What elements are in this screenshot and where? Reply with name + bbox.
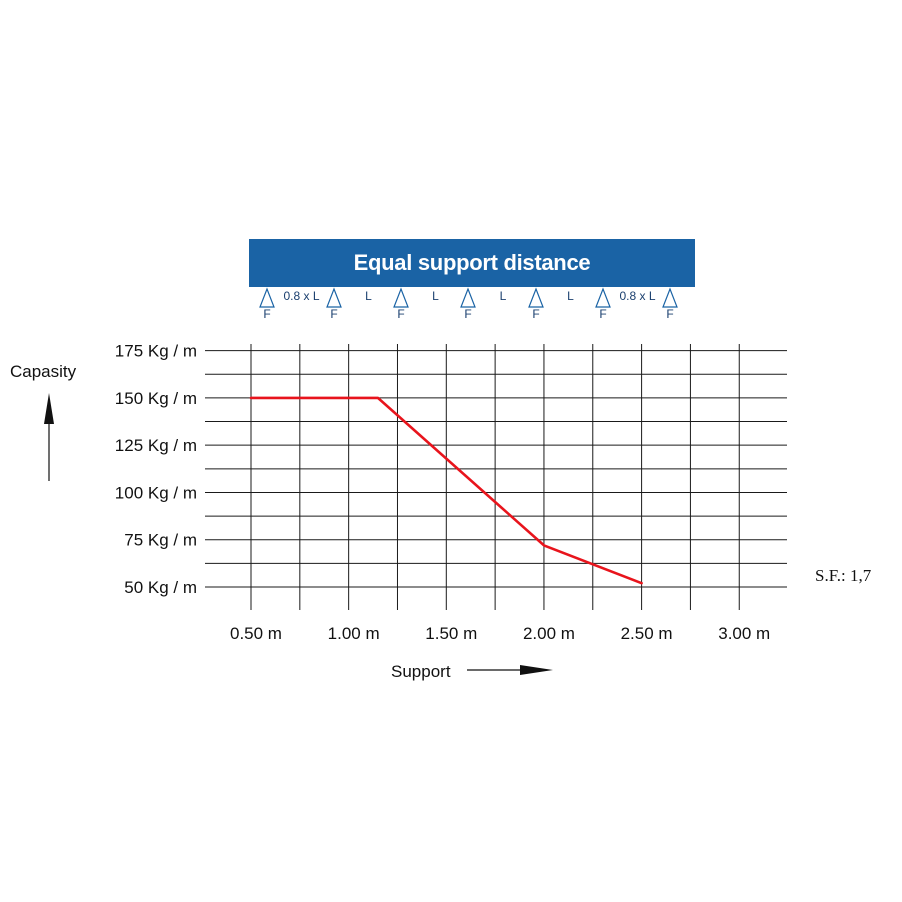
support-triangle-icon	[595, 287, 611, 308]
banner-title: Equal support distance	[249, 239, 695, 287]
support-triangle-icon	[393, 287, 409, 308]
support-span-label: 0.8 x L	[619, 289, 655, 303]
x-tick-label: 1.00 m	[328, 624, 380, 643]
support-span-label: 0.8 x L	[283, 289, 319, 303]
y-axis-arrow-icon	[44, 393, 54, 481]
support-span-label: L	[567, 289, 574, 303]
y-axis-title: Capasity	[10, 362, 77, 381]
support-diagram: F F F F F F F 0.8 x L L L L L 0.8 x L	[259, 287, 678, 321]
support-span-label: L	[500, 289, 507, 303]
x-tick-labels: 0.50 m 1.00 m 1.50 m 2.00 m 2.50 m 3.00 m	[230, 624, 770, 643]
x-tick-label: 2.50 m	[621, 624, 673, 643]
x-tick-label: 0.50 m	[230, 624, 282, 643]
x-axis-title: Support	[391, 662, 451, 681]
support-fixed-label: F	[464, 307, 471, 321]
x-axis-arrow-icon	[467, 665, 553, 675]
support-span-label: L	[365, 289, 372, 303]
x-tick-label: 3.00 m	[718, 624, 770, 643]
support-fixed-label: F	[330, 307, 337, 321]
y-tick-labels: 175 Kg / m 150 Kg / m 125 Kg / m 100 Kg / m…	[115, 342, 197, 597]
safety-factor-annotation: S.F.: 1,7	[815, 566, 872, 585]
support-fixed-label: F	[666, 307, 673, 321]
support-fixed-label: F	[599, 307, 606, 321]
support-triangle-icon	[460, 287, 476, 308]
y-tick-label: 175 Kg / m	[115, 342, 197, 361]
support-fixed-label: F	[532, 307, 539, 321]
y-tick-label: 150 Kg / m	[115, 389, 197, 408]
series-line	[249, 396, 643, 585]
series-lines	[249, 396, 643, 585]
support-triangle-icon	[528, 287, 544, 308]
support-span-label: L	[432, 289, 439, 303]
y-tick-label: 50 Kg / m	[124, 578, 197, 597]
y-tick-label: 125 Kg / m	[115, 436, 197, 455]
x-tick-label: 1.50 m	[425, 624, 477, 643]
support-fixed-label: F	[263, 307, 270, 321]
support-fixed-label: F	[397, 307, 404, 321]
support-triangle-icon	[662, 287, 678, 308]
y-tick-label: 75 Kg / m	[124, 531, 197, 550]
y-tick-label: 100 Kg / m	[115, 483, 197, 502]
support-triangle-icon	[326, 287, 342, 308]
chart-grid	[205, 344, 787, 610]
x-tick-label: 2.00 m	[523, 624, 575, 643]
support-triangle-icon	[259, 287, 275, 308]
